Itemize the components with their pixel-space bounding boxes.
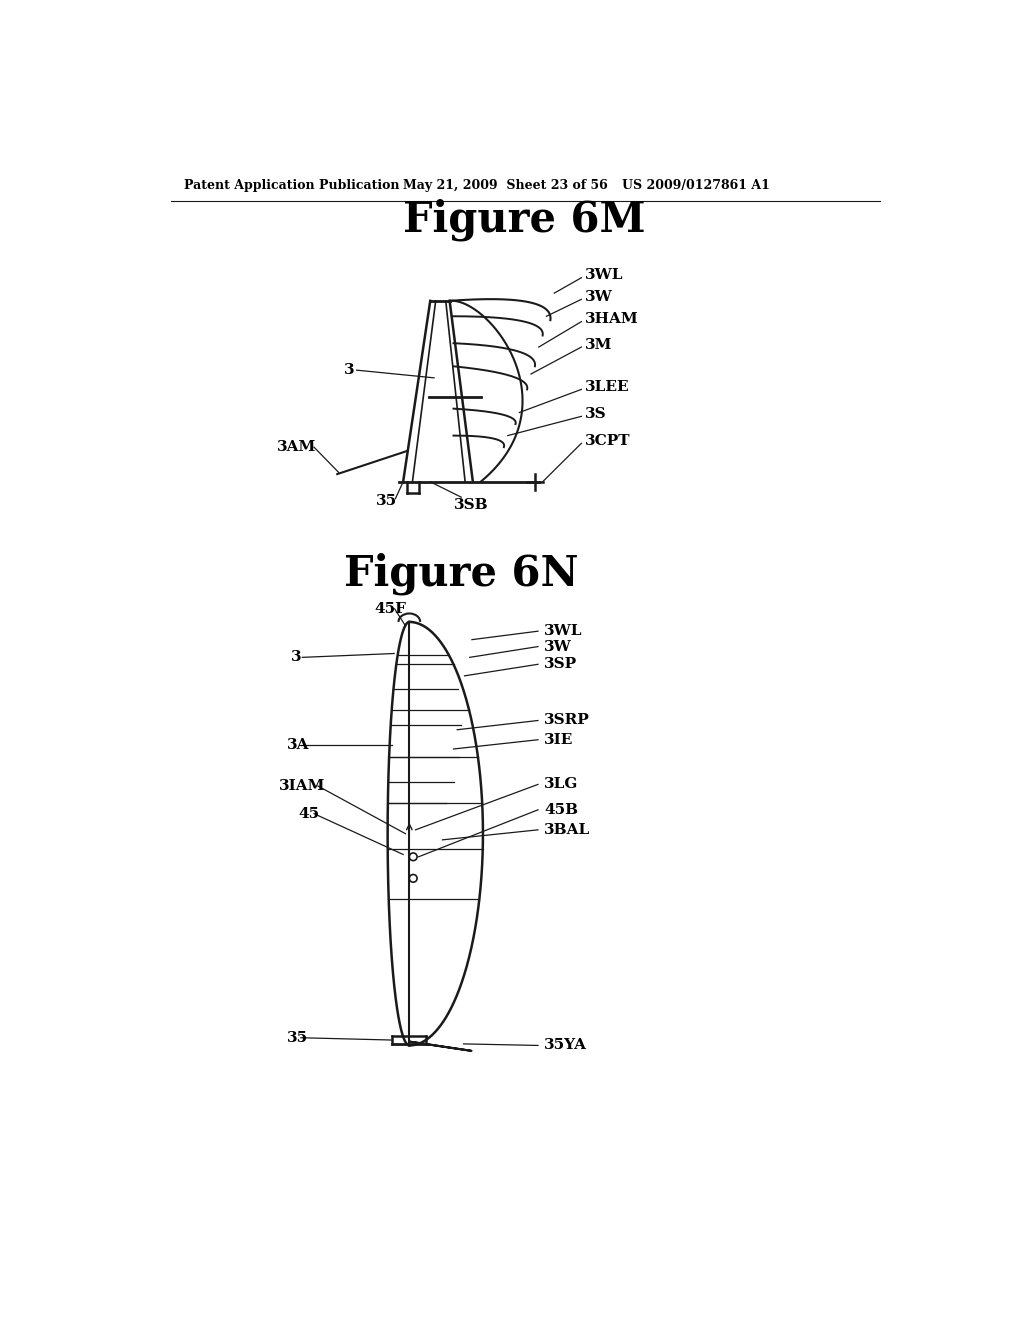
Text: Figure 6N: Figure 6N: [344, 553, 579, 595]
Text: 3: 3: [343, 363, 354, 378]
Text: 45B: 45B: [544, 803, 579, 817]
Text: 3S: 3S: [586, 407, 607, 421]
Text: 3CPT: 3CPT: [586, 434, 631, 447]
Text: 3AM: 3AM: [276, 440, 316, 454]
Text: 3: 3: [291, 651, 301, 664]
Text: 3W: 3W: [586, 290, 613, 304]
Text: US 2009/0127861 A1: US 2009/0127861 A1: [623, 178, 770, 191]
Text: May 21, 2009  Sheet 23 of 56: May 21, 2009 Sheet 23 of 56: [403, 178, 608, 191]
Text: 3BAL: 3BAL: [544, 822, 591, 837]
Text: 3M: 3M: [586, 338, 612, 351]
Text: Patent Application Publication: Patent Application Publication: [183, 178, 399, 191]
Text: 35: 35: [376, 494, 397, 508]
Text: 3SB: 3SB: [454, 498, 488, 512]
Text: 3WL: 3WL: [544, 624, 583, 638]
Text: 3LG: 3LG: [544, 777, 579, 792]
Text: Figure 6M: Figure 6M: [403, 199, 646, 242]
Text: 3HAM: 3HAM: [586, 313, 639, 326]
Text: 3SP: 3SP: [544, 657, 578, 672]
Text: 3SRP: 3SRP: [544, 714, 590, 727]
Text: 3A: 3A: [287, 738, 309, 752]
Text: 45F: 45F: [375, 602, 407, 616]
Text: 3W: 3W: [544, 640, 572, 653]
Text: 3WL: 3WL: [586, 268, 624, 282]
Text: 3IE: 3IE: [544, 733, 573, 747]
Text: 45: 45: [299, 807, 319, 821]
Text: 35: 35: [287, 1031, 308, 1044]
Text: 3LEE: 3LEE: [586, 380, 630, 395]
Text: 35YA: 35YA: [544, 1039, 587, 1052]
Text: 3IAM: 3IAM: [280, 779, 326, 793]
